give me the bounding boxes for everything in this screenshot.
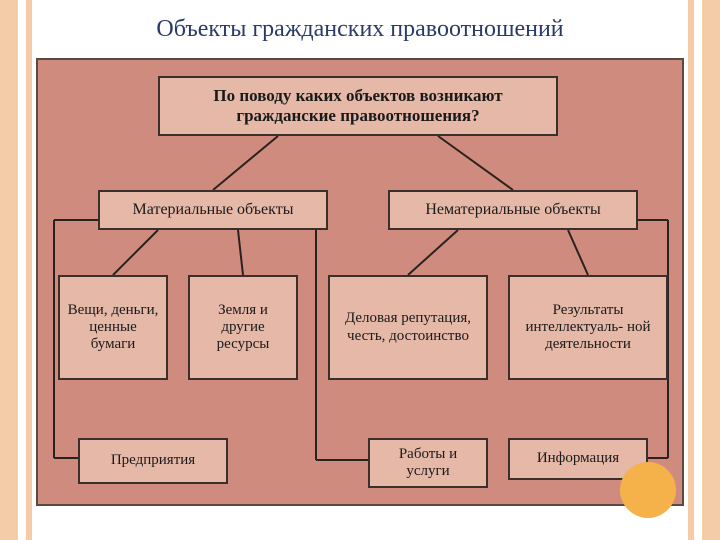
diagram-canvas: По поводу каких объектов возникают гражд… [36,58,684,506]
node-material: Материальные объекты [98,190,328,230]
node-intellectual: Результаты интеллектуаль- ной деятельнос… [508,275,668,380]
side-gap-left [18,0,26,540]
slide-title: Объекты гражданских правоотношений [0,16,720,43]
node-root: По поводу каких объектов возникают гражд… [158,76,558,136]
side-thin-left [26,0,32,540]
node-land: Земля и другие ресурсы [188,275,298,380]
side-thin-right [688,0,694,540]
node-works-services: Работы и услуги [368,438,488,488]
node-nonmaterial: Нематериальные объекты [388,190,638,230]
side-gap-right [694,0,702,540]
node-things: Вещи, деньги, ценные бумаги [58,275,168,380]
node-enterprises: Предприятия [78,438,228,484]
node-reputation: Деловая репутация, честь, достоинство [328,275,488,380]
decoration-circle [620,462,676,518]
